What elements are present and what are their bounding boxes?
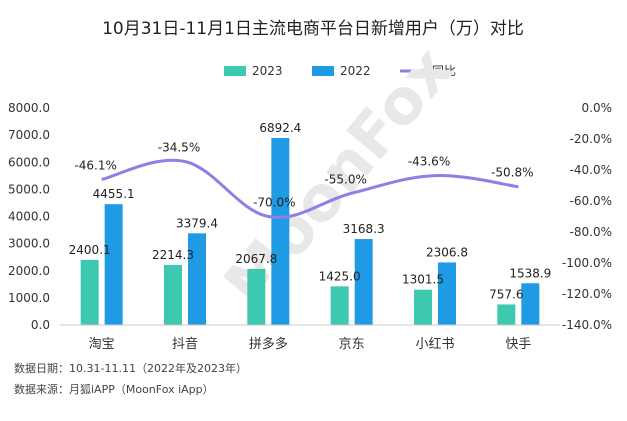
bar-2023-拼多多 [247,269,265,325]
bar-label-2023-快手: 757.6 [489,287,523,301]
x-axis-category-label: 淘宝 [89,337,115,352]
bar-2023-抖音 [164,265,182,325]
bar-2023-快手 [497,304,515,325]
legend-swatch-2022 [312,66,334,76]
x-axis-category-label: 抖音 [172,336,198,352]
yoy-label-快手: -50.8% [491,166,533,180]
left-axis-tick-label: 2000.0 [8,264,50,278]
bar-2022-快手 [521,283,539,325]
left-axis-tick-label: 8000.0 [8,101,50,115]
right-axis-tick-label: -140.0% [562,318,612,332]
left-axis-tick-label: 4000.0 [8,210,50,224]
left-axis-tick-label: 1000.0 [8,291,50,305]
chart-title: 10月31日-11月1日主流电商平台日新增用户（万）对比 [102,19,524,39]
footer-source-note: 数据来源：月狐iAPP（MoonFox iApp） [14,381,214,397]
bar-2023-京东 [331,286,349,325]
yoy-label-淘宝: -46.1% [74,158,116,172]
left-axis-tick-label: 3000.0 [8,237,50,251]
bar-label-2023-拼多多: 2067.8 [235,252,277,266]
legend-label-2022: 2022 [340,64,371,78]
left-axis-tick-label: 7000.0 [8,128,50,142]
bar-label-2023-京东: 1425.0 [319,269,361,283]
footer-date-note: 数据日期：10.31-11.11（2022年及2023年） [14,360,247,376]
right-axis-tick-label: -100.0% [562,256,612,270]
bar-label-2022-快手: 1538.9 [509,266,551,280]
yoy-label-小红书: -43.6% [408,155,450,169]
x-axis-category-label: 拼多多 [249,336,288,352]
right-axis-tick-label: -40.0% [570,163,612,177]
right-axis-tick-label: 0.0% [582,101,613,115]
bar-label-2023-淘宝: 2400.1 [69,243,111,257]
x-axis-category-label: 快手 [505,337,531,352]
legend-label-2023: 2023 [252,64,283,78]
bar-2022-淘宝 [105,204,123,325]
bar-label-2022-淘宝: 4455.1 [93,187,135,201]
bar-2023-淘宝 [81,260,99,325]
legend-swatch-2023 [224,66,246,76]
bar-label-2022-京东: 3168.3 [343,222,385,236]
right-axis-tick-label: -60.0% [570,194,612,208]
left-axis-tick-label: 6000.0 [8,155,50,169]
bar-label-2022-拼多多: 6892.4 [259,121,301,135]
yoy-label-京东: -55.0% [324,172,366,186]
left-y-axis: 0.0 1000.0 2000.0 3000.0 4000.0 5000.0 6000.0 7… [8,101,50,332]
right-axis-tick-label: -80.0% [570,225,612,239]
yoy-label-拼多多: -70.0% [253,196,295,210]
left-axis-tick-label: 0.0 [31,318,50,332]
bar-label-2022-抖音: 3379.4 [176,216,218,230]
bar-label-2022-小红书: 2306.8 [426,245,468,259]
bar-2022-拼多多 [271,138,289,325]
right-axis-tick-label: -120.0% [562,287,612,301]
x-axis: 淘宝 抖音 拼多多 京东 小红书 快手 [60,325,560,352]
bar-label-2023-抖音: 2214.3 [152,248,194,262]
yoy-label-抖音: -34.5% [158,140,200,154]
x-axis-category-label: 小红书 [415,336,454,352]
left-axis-tick-label: 5000.0 [8,182,50,196]
bar-label-2023-小红书: 1301.5 [402,273,444,287]
right-y-axis: 0.0% -20.0% -40.0% -60.0% -80.0% -100.0% -120.… [562,101,612,332]
bar-2023-小红书 [414,290,432,325]
right-axis-tick-label: -20.0% [570,132,612,146]
x-axis-category-label: 京东 [339,337,365,352]
